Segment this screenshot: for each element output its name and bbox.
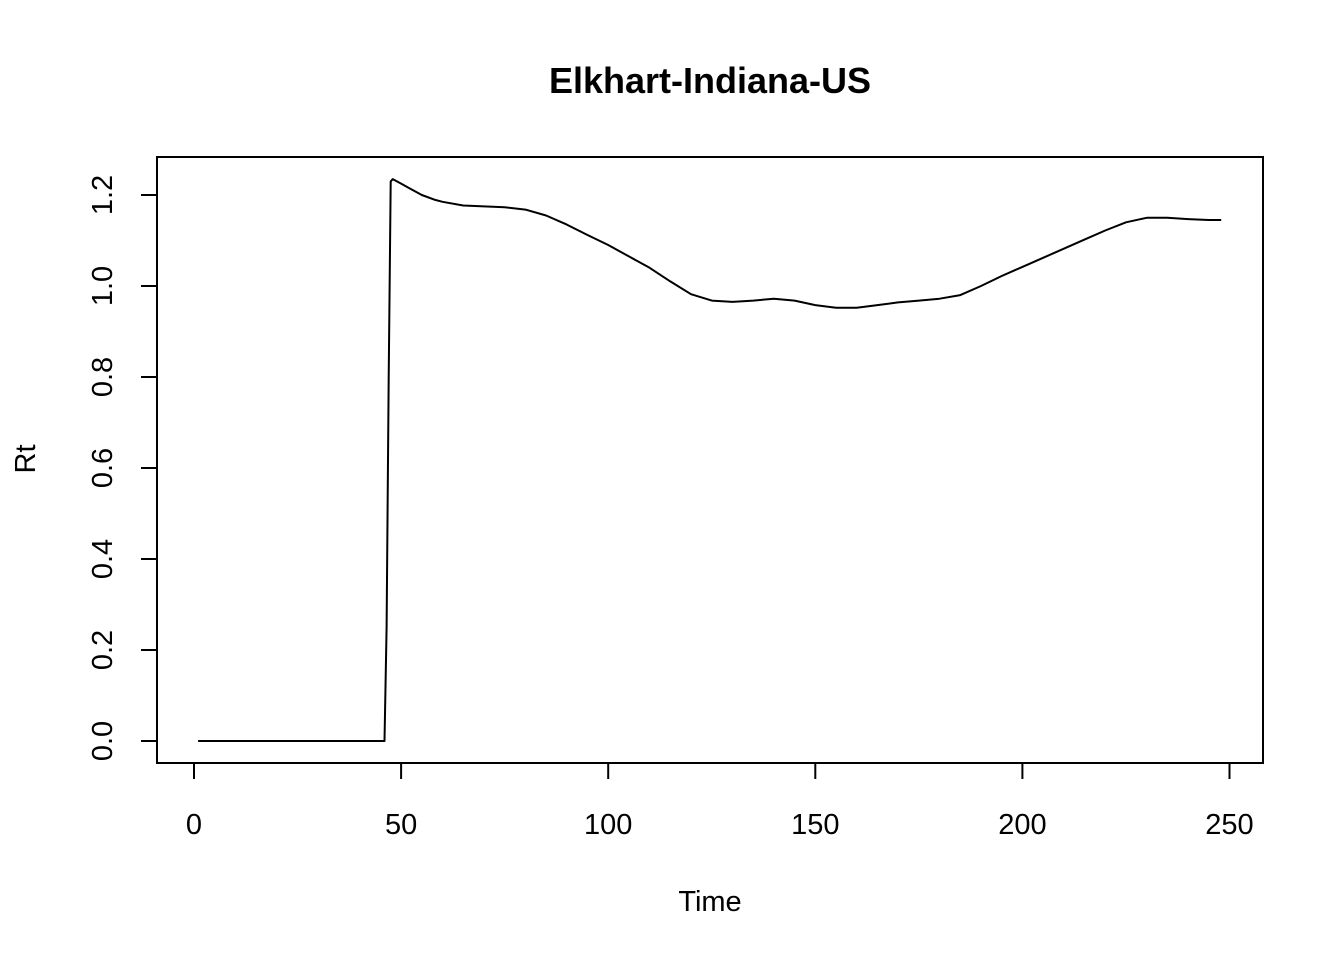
x-axis-label: Time	[678, 886, 741, 918]
y-axis: 0.0 0.2 0.4 0.6 0.8 1.0 1.2	[87, 175, 157, 761]
y-tick-label: 0.8	[87, 357, 119, 397]
y-tick-label: 1.0	[87, 266, 119, 306]
y-tick-label: 0.4	[87, 539, 119, 579]
x-axis: 0 50 100 150 200 250	[186, 763, 1254, 841]
rt-series-line	[198, 179, 1221, 741]
y-axis-label: Rt	[10, 445, 42, 474]
chart-title: Elkhart-Indiana-US	[549, 60, 871, 101]
plot-frame	[157, 157, 1263, 763]
x-tick-label: 250	[1205, 809, 1253, 841]
x-tick-label: 0	[186, 809, 202, 841]
x-tick-label: 50	[385, 809, 417, 841]
x-tick-label: 200	[998, 809, 1046, 841]
y-tick-label: 1.2	[87, 175, 119, 215]
x-tick-label: 100	[584, 809, 632, 841]
x-tick-label: 150	[791, 809, 839, 841]
y-tick-label: 0.2	[87, 630, 119, 670]
y-tick-label: 0.6	[87, 448, 119, 488]
y-tick-label: 0.0	[87, 721, 119, 761]
